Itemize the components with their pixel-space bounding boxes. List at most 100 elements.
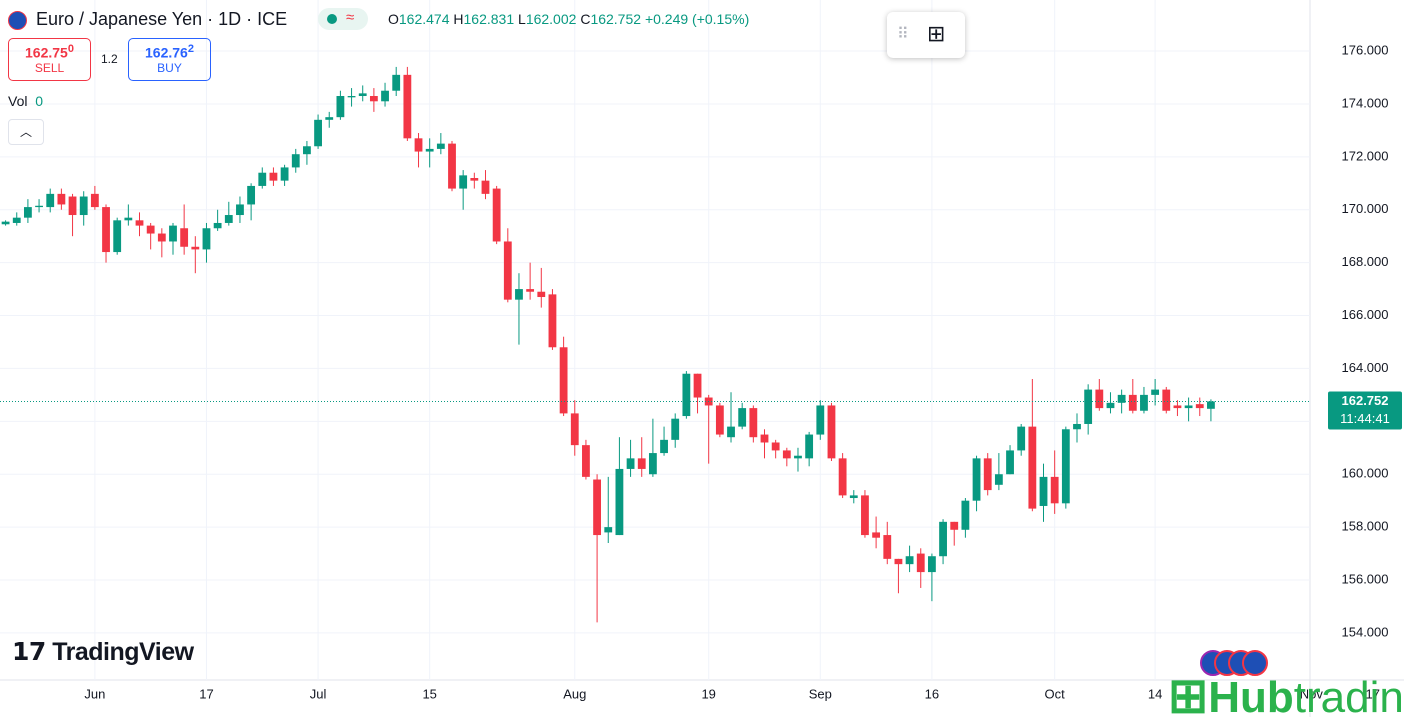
floating-toolbar[interactable]: ⠿ ⊞ bbox=[887, 12, 965, 58]
candle-body bbox=[939, 521, 947, 557]
status-pill[interactable]: ≈ bbox=[318, 8, 368, 30]
candle-body bbox=[660, 439, 668, 454]
y-tick-label: 158.000 bbox=[1342, 519, 1389, 534]
x-tick-label: Nov bbox=[1300, 686, 1324, 701]
candle-body bbox=[269, 172, 278, 181]
candle-body bbox=[503, 241, 512, 300]
y-tick-label: 154.000 bbox=[1342, 624, 1389, 639]
candle-body bbox=[883, 535, 892, 559]
candle-body bbox=[905, 556, 914, 565]
c-label: C bbox=[580, 11, 591, 27]
candle-body bbox=[526, 289, 535, 292]
candle-body bbox=[570, 413, 579, 446]
candle-body bbox=[224, 215, 233, 223]
candle-body bbox=[671, 418, 680, 440]
candle-body bbox=[615, 468, 624, 536]
candle-body bbox=[392, 74, 401, 91]
candle-body bbox=[682, 373, 691, 417]
candle-body bbox=[861, 495, 869, 536]
candle-body bbox=[124, 217, 133, 221]
candle-body bbox=[1162, 389, 1171, 411]
candle-body bbox=[236, 204, 244, 216]
grid bbox=[0, 0, 1310, 680]
x-tick-label: Jun bbox=[84, 686, 105, 701]
candle-body bbox=[436, 143, 445, 149]
candle-body bbox=[1184, 405, 1193, 409]
candle-body bbox=[448, 143, 456, 189]
candle-body bbox=[626, 458, 635, 469]
x-tick-label: 16 bbox=[925, 686, 939, 701]
candle-body bbox=[916, 553, 925, 573]
last-price-label: 162.752 bbox=[1342, 393, 1389, 408]
candle-body bbox=[1095, 389, 1104, 409]
candle-body bbox=[358, 93, 367, 97]
candle-body bbox=[1073, 423, 1081, 430]
candle-body bbox=[191, 246, 200, 250]
candle-body bbox=[1, 221, 10, 225]
candle-body bbox=[381, 90, 389, 102]
ohlc: O162.474 H162.831 L162.002 C162.752 +0.2… bbox=[388, 11, 749, 27]
l-value: 162.002 bbox=[525, 11, 577, 27]
buy-button[interactable]: 162.762 BUY bbox=[128, 38, 211, 81]
sell-price: 162.75 bbox=[25, 44, 68, 61]
h-value: 162.831 bbox=[463, 11, 515, 27]
candle-body bbox=[1050, 476, 1059, 504]
h-label: H bbox=[453, 11, 464, 27]
y-tick-label: 172.000 bbox=[1342, 148, 1389, 163]
candle-body bbox=[68, 196, 77, 216]
sell-pip: 0 bbox=[67, 43, 74, 55]
y-tick-label: 156.000 bbox=[1342, 571, 1389, 586]
o-value: 162.474 bbox=[398, 11, 450, 27]
volume: Vol 0 bbox=[8, 93, 43, 109]
candle-body bbox=[582, 445, 590, 477]
currency-badges bbox=[1200, 650, 1268, 676]
collapse-button[interactable]: ︿ bbox=[8, 119, 44, 145]
candle-body bbox=[693, 373, 702, 398]
candle-body bbox=[994, 474, 1003, 485]
x-tick-label: Aug bbox=[563, 686, 586, 701]
last-price-box bbox=[1328, 391, 1402, 430]
o-label: O bbox=[388, 11, 399, 27]
volume-value: 0 bbox=[35, 93, 44, 109]
volume-label: Vol bbox=[8, 93, 28, 109]
candle-body bbox=[102, 207, 110, 253]
x-tick-label: 17 bbox=[1366, 686, 1380, 701]
candle-body bbox=[515, 289, 523, 300]
candle-body bbox=[23, 207, 32, 218]
candle-body bbox=[1173, 405, 1182, 409]
candle-body bbox=[1017, 426, 1026, 451]
sell-button[interactable]: 162.750 SELL bbox=[8, 38, 91, 81]
candle-body bbox=[593, 479, 601, 536]
spread: 1.2 bbox=[101, 52, 118, 66]
x-tick-label: 15 bbox=[422, 686, 436, 701]
candle-body bbox=[1151, 389, 1160, 395]
y-tick-label: 174.000 bbox=[1342, 95, 1389, 110]
symbol-title[interactable]: Euro / Japanese Yen · 1D · ICE bbox=[36, 9, 288, 29]
candle-body bbox=[604, 527, 613, 533]
candle-body bbox=[280, 167, 289, 181]
y-tick-label: 166.000 bbox=[1342, 307, 1389, 322]
candle-body bbox=[805, 434, 814, 459]
candle-body bbox=[637, 458, 646, 469]
candle-body bbox=[202, 228, 211, 250]
candle-body bbox=[303, 146, 311, 155]
candle-body bbox=[760, 434, 769, 443]
candle-body bbox=[816, 405, 825, 435]
watermark-a: Hub bbox=[1208, 673, 1294, 722]
candle-body bbox=[1195, 404, 1204, 409]
candle-body bbox=[961, 500, 970, 530]
x-tick-label: 17 bbox=[199, 686, 213, 701]
candle-body bbox=[459, 175, 468, 189]
candle-body bbox=[1117, 394, 1126, 403]
candle-body bbox=[169, 225, 177, 242]
y-tick-label: 164.000 bbox=[1342, 360, 1389, 375]
buy-price: 162.76 bbox=[145, 44, 188, 61]
candle-body bbox=[1061, 429, 1070, 504]
candle-body bbox=[983, 458, 992, 491]
candle-body bbox=[35, 205, 43, 208]
candle-body bbox=[90, 193, 99, 208]
candle-body bbox=[1084, 389, 1093, 424]
candle-body bbox=[247, 185, 256, 205]
candle-body bbox=[1207, 401, 1215, 409]
